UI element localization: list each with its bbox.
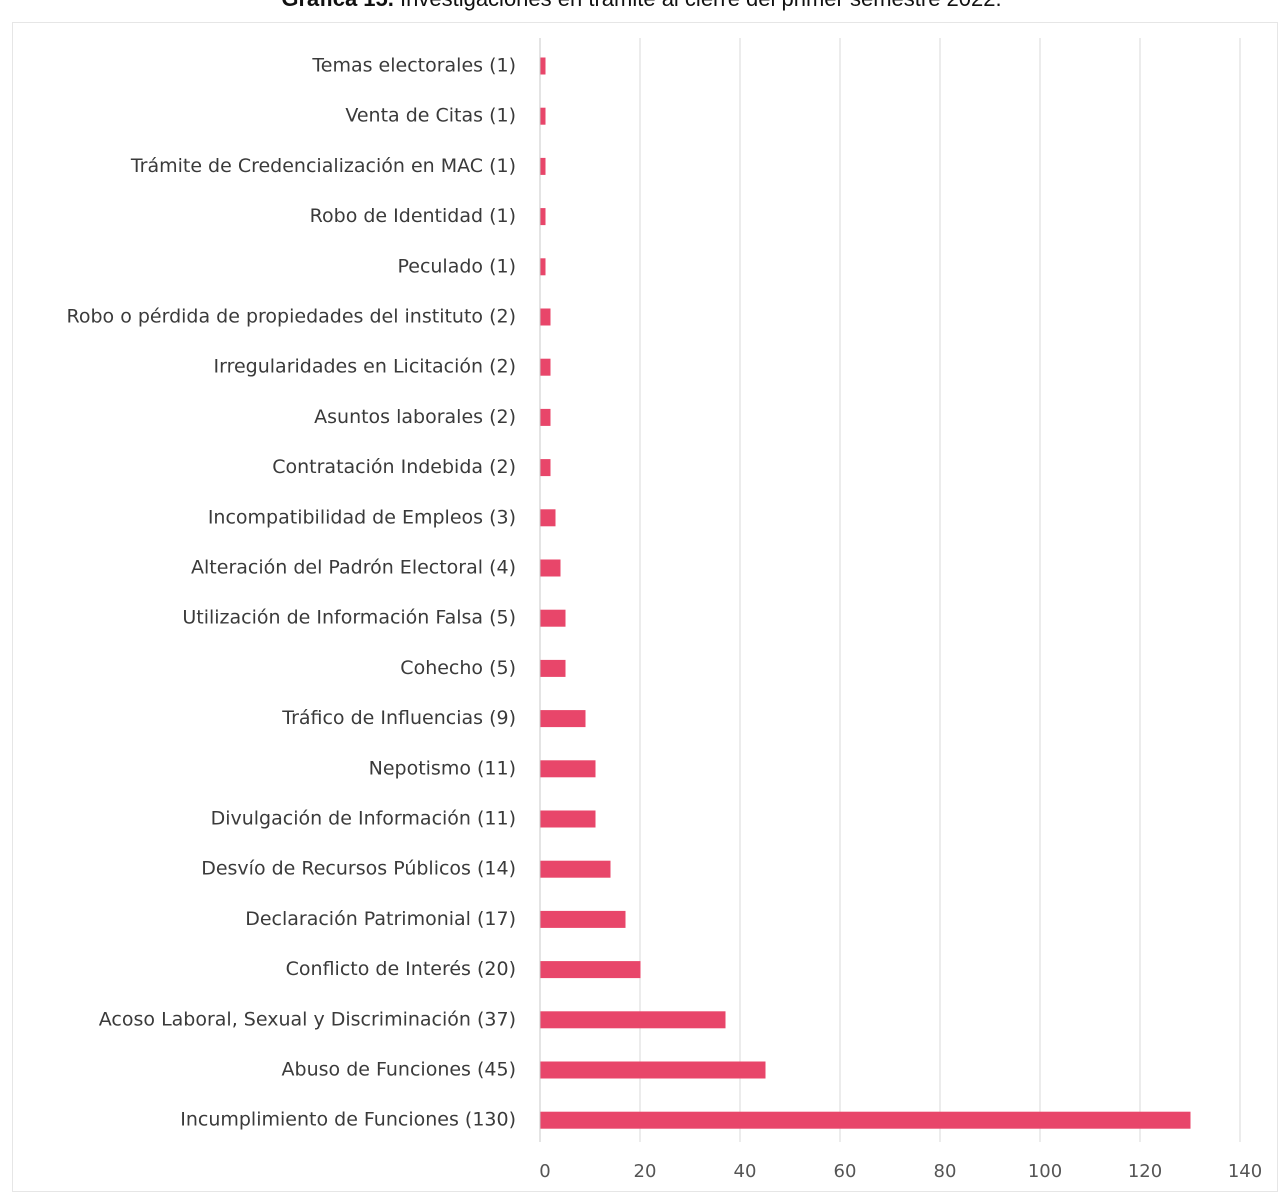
- bar: [540, 157, 546, 175]
- category-label: Incompatibilidad de Empleos (3): [208, 506, 516, 528]
- grid-layer: [539, 38, 1241, 1142]
- category-label: Trámite de Credencialización en MAC (1): [130, 155, 516, 177]
- category-label: Divulgación de Información (11): [211, 808, 516, 830]
- category-label: Tráfico de Influencias (9): [281, 707, 516, 729]
- bar: [540, 107, 546, 125]
- bar: [540, 57, 546, 75]
- category-label: Robo o pérdida de propiedades del instit…: [67, 306, 517, 328]
- category-label: Cohecho (5): [400, 657, 516, 679]
- category-label: Peculado (1): [397, 255, 516, 277]
- category-label: Abuso de Funciones (45): [282, 1059, 516, 1081]
- category-label: Utilización de Información Falsa (5): [182, 607, 516, 629]
- category-label: Alteración del Padrón Electoral (4): [191, 557, 516, 579]
- bar: [540, 810, 596, 828]
- category-label: Contratación Indebida (2): [272, 456, 516, 478]
- category-label: Nepotismo (11): [369, 757, 516, 779]
- bar: [540, 659, 566, 677]
- bar: [540, 559, 561, 577]
- bar: [540, 408, 551, 426]
- category-label: Venta de Citas (1): [345, 105, 516, 127]
- category-label: Acoso Laboral, Sexual y Discriminación (…: [99, 1008, 516, 1030]
- x-tick-label: 140: [1228, 1161, 1262, 1182]
- chart-title-text: Investigaciones en trámite al cierre del…: [394, 0, 1002, 11]
- bar: [540, 910, 626, 928]
- x-tick-layer: 0 20 40 60 80 100 120 140: [539, 1161, 1262, 1182]
- category-label: Desvío de Recursos Públicos (14): [201, 858, 516, 880]
- x-tick-label: 60: [834, 1161, 857, 1182]
- category-label-layer: Temas electorales (1) Venta de Citas (1) T…: [67, 55, 517, 1131]
- bar: [540, 208, 546, 226]
- x-tick-label: 80: [934, 1161, 957, 1182]
- bar: [540, 459, 551, 477]
- category-label: Conflicto de Interés (20): [286, 958, 516, 980]
- bar: [540, 1011, 726, 1029]
- category-label: Incumplimiento de Funciones (130): [180, 1109, 516, 1131]
- bar: [540, 609, 566, 627]
- x-tick-label: 0: [539, 1161, 550, 1182]
- bar: [540, 308, 551, 326]
- chart-frame: [12, 22, 1278, 1192]
- chart-title-number: Gráfica 15.: [281, 0, 394, 11]
- bar: [540, 509, 556, 527]
- bar: [540, 1061, 766, 1079]
- bar: [540, 860, 611, 878]
- bar: [540, 961, 641, 979]
- chart-title: Gráfica 15. Investigaciones en trámite a…: [0, 0, 1283, 10]
- bar-layer: [540, 57, 1191, 1129]
- category-label: Declaración Patrimonial (17): [245, 908, 516, 930]
- bar: [540, 710, 586, 728]
- category-label: Irregularidades en Licitación (2): [214, 356, 516, 378]
- bar: [540, 358, 551, 376]
- x-tick-label: 100: [1028, 1161, 1062, 1182]
- bar: [540, 760, 596, 778]
- x-tick-label: 20: [634, 1161, 657, 1182]
- bar: [540, 1111, 1191, 1129]
- category-label: Asuntos laborales (2): [314, 406, 516, 428]
- x-tick-label: 40: [734, 1161, 757, 1182]
- bar: [540, 258, 546, 276]
- x-tick-label: 120: [1128, 1161, 1162, 1182]
- category-label: Robo de Identidad (1): [310, 205, 516, 227]
- category-label: Temas electorales (1): [311, 55, 516, 77]
